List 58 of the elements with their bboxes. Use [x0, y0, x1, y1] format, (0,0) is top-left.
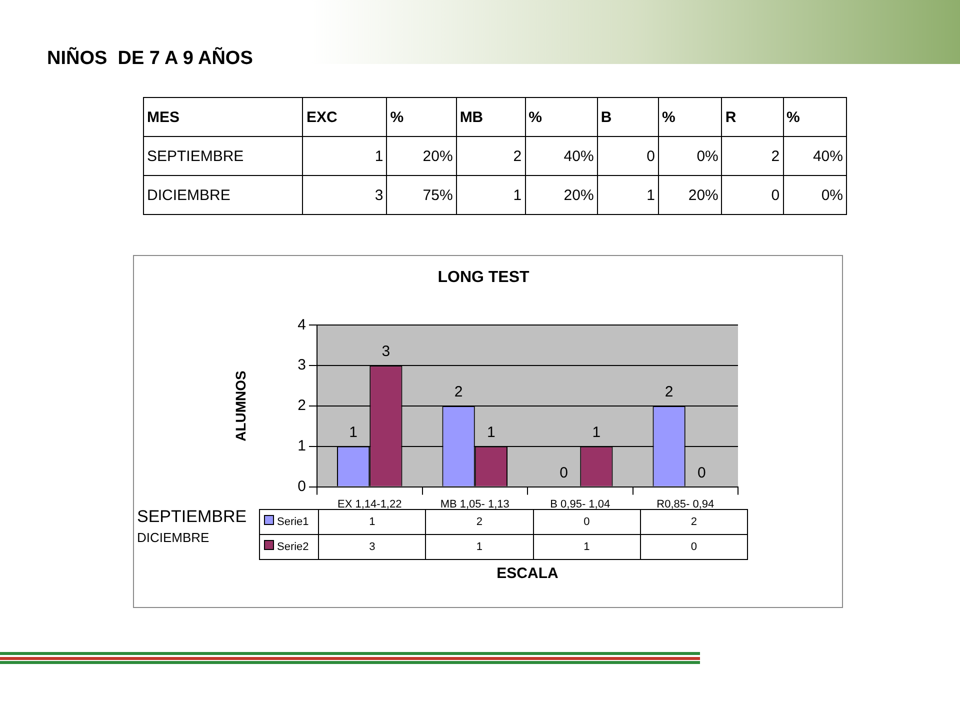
data-label: 2 [640, 509, 748, 534]
text: 2 [664, 384, 674, 401]
text: 20% [658, 176, 722, 214]
text: % [658, 98, 722, 136]
data-label: 3 [318, 534, 426, 560]
y-tick-label: 3 [298, 356, 306, 374]
text: EXC [302, 98, 387, 136]
text: MES [144, 98, 303, 136]
text: % [525, 98, 598, 136]
text: 0 [597, 136, 658, 176]
text: 1 [487, 424, 496, 442]
text: 75% [386, 176, 456, 214]
text: 20% [525, 176, 598, 214]
text: MB [456, 98, 526, 136]
text: 0 [722, 176, 784, 214]
x-tick-label: MB 1,05- 1,13 [440, 498, 510, 510]
text: 0 [560, 464, 568, 482]
data-label: 1 [318, 509, 426, 534]
legend-label: Serie2 [260, 534, 318, 560]
y-tick-label: 0 [298, 478, 306, 495]
text: 1 [592, 424, 601, 442]
y-tick-label: 2 [298, 397, 306, 414]
text: SEPTIEMBRE [144, 136, 303, 176]
text: 0% [658, 136, 722, 176]
text: R [722, 98, 784, 136]
data-label: 0 [533, 509, 640, 534]
text: % [386, 98, 456, 136]
text: 40% [783, 136, 846, 176]
x-axis-title: ESCALA [496, 564, 560, 582]
y-tick-label: 1 [298, 438, 306, 455]
data-label: 0 [640, 534, 748, 560]
x-tick-label: EX 1,14-1,22 [338, 498, 402, 510]
text: 20% [386, 136, 456, 176]
text: 1 [456, 176, 526, 214]
data-label: 1 [426, 534, 533, 560]
y-axis-title: ALUMNOS [232, 370, 248, 442]
text: SEPTIEMBRE [137, 506, 247, 527]
text: 2 [454, 384, 463, 401]
text: 3 [382, 343, 390, 360]
data-label: 2 [426, 509, 533, 534]
text: % [783, 98, 846, 136]
text: DICIEMBRE [137, 530, 210, 545]
text: NIÑOS DE 7 A 9 AÑOS [47, 48, 253, 70]
text: B [597, 98, 658, 136]
text: 0 [698, 464, 706, 482]
text: 40% [525, 136, 598, 176]
text: 1 [349, 424, 358, 442]
text: DICIEMBRE [144, 176, 303, 214]
chart-title: LONG TEST [438, 269, 530, 286]
text: 2 [456, 136, 526, 176]
y-tick-label: 4 [298, 316, 306, 334]
x-tick-label: B 0,95- 1,04 [550, 498, 610, 510]
legend-label: Serie1 [260, 509, 318, 534]
text: 0% [783, 176, 846, 214]
data-label: 1 [533, 534, 640, 560]
text: 2 [722, 136, 784, 176]
x-tick-label: R0,85- 0,94 [656, 498, 714, 510]
text: 1 [597, 176, 658, 214]
